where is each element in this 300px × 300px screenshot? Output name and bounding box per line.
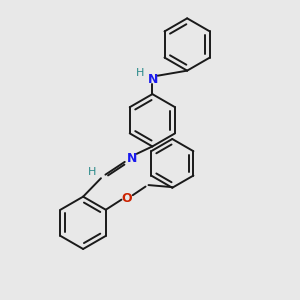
Text: O: O: [122, 192, 132, 205]
Text: H: H: [136, 68, 144, 78]
Text: N: N: [126, 152, 137, 165]
Text: H: H: [88, 167, 96, 177]
Text: N: N: [148, 73, 158, 86]
